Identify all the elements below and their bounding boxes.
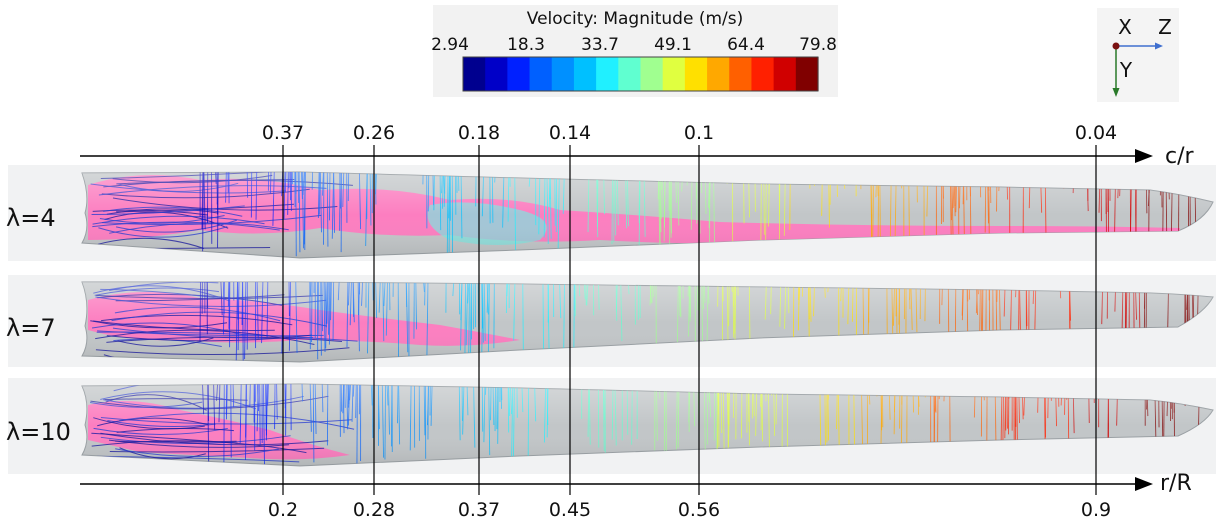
colorbar-tick: 49.1 bbox=[654, 35, 692, 55]
blade-label: λ=10 bbox=[6, 418, 71, 446]
colorbar-band bbox=[474, 57, 486, 91]
colorbar-band bbox=[529, 57, 542, 91]
colorbar-band bbox=[795, 57, 808, 91]
colorbar-tick: 18.3 bbox=[507, 35, 545, 55]
colorbar-band bbox=[496, 57, 508, 91]
top-axis-tick-label: 0.37 bbox=[262, 122, 304, 144]
colorbar-band bbox=[662, 57, 675, 91]
colorbar-tick: 79.8 bbox=[799, 35, 837, 55]
colorbar: Velocity: Magnitude (m/s) 2.94 18.3 33.7… bbox=[431, 5, 838, 97]
bottom-axis: r/R 0.2 0.28 0.37 0.45 0.56 0.9 bbox=[80, 471, 1192, 521]
colorbar-tick: 33.7 bbox=[581, 35, 619, 55]
colorbar-band bbox=[684, 57, 697, 91]
colorbar-band bbox=[651, 57, 664, 91]
axis-triad: X Z Y bbox=[1097, 8, 1179, 102]
colorbar-band bbox=[762, 57, 775, 91]
colorbar-band bbox=[629, 57, 642, 91]
colorbar-band bbox=[751, 57, 764, 91]
colorbar-band bbox=[585, 57, 597, 91]
colorbar-band bbox=[740, 57, 753, 91]
colorbar-tick: 64.4 bbox=[727, 35, 765, 55]
triad-x-label: X bbox=[1118, 15, 1132, 39]
z-axis-arrowhead bbox=[1155, 42, 1163, 50]
bottom-axis-tick-label: 0.56 bbox=[678, 499, 720, 521]
bottom-axis-label: r/R bbox=[1160, 471, 1192, 496]
colorbar-band bbox=[562, 57, 575, 91]
colorbar-band bbox=[806, 57, 819, 91]
colorbar-band bbox=[718, 57, 730, 91]
y-axis-arrowhead bbox=[1112, 88, 1120, 97]
top-axis-tick-label: 0.14 bbox=[549, 122, 591, 144]
top-axis-arrowhead bbox=[1135, 149, 1153, 163]
colorbar-band bbox=[729, 57, 741, 91]
blade-panel-lambda-4: λ=4 bbox=[6, 165, 1216, 261]
bottom-axis-tick-label: 0.9 bbox=[1081, 499, 1111, 521]
colorbar-band bbox=[507, 57, 520, 91]
blade-label: λ=4 bbox=[6, 204, 56, 232]
colorbar-band bbox=[463, 57, 475, 91]
triad-z-label: Z bbox=[1158, 15, 1172, 39]
colorbar-band bbox=[695, 57, 708, 91]
colorbar-band bbox=[707, 57, 719, 91]
blade-panel-lambda-10: λ=10 bbox=[6, 378, 1216, 474]
triad-y-label: Y bbox=[1119, 58, 1133, 82]
top-axis-tick-label: 0.26 bbox=[353, 122, 395, 144]
blade-label: λ=7 bbox=[6, 314, 56, 342]
top-axis-tick-label: 0.1 bbox=[684, 122, 714, 144]
top-axis: c/r 0.37 0.26 0.18 0.14 0.1 0.04 bbox=[80, 122, 1195, 169]
bottom-axis-tick-label: 0.28 bbox=[353, 499, 395, 521]
colorbar-band bbox=[551, 57, 564, 91]
colorbar-frame bbox=[462, 56, 819, 92]
colorbar-band bbox=[485, 57, 497, 91]
blade-panel-lambda-7: λ=7 bbox=[6, 275, 1216, 367]
bottom-axis-tick-label: 0.2 bbox=[268, 499, 298, 521]
colorbar-band bbox=[640, 57, 653, 91]
colorbar-tick: 2.94 bbox=[431, 35, 469, 55]
colorbar-band bbox=[773, 57, 786, 91]
colorbar-title: Velocity: Magnitude (m/s) bbox=[527, 9, 743, 29]
bottom-axis-arrowhead bbox=[1135, 477, 1153, 491]
colorbar-band bbox=[784, 57, 797, 91]
colorbar-band bbox=[540, 57, 553, 91]
colorbar-band bbox=[607, 57, 619, 91]
colorbar-scale bbox=[463, 57, 819, 91]
bottom-axis-tick-label: 0.37 bbox=[458, 499, 500, 521]
top-axis-tick-label: 0.04 bbox=[1075, 122, 1117, 144]
x-axis-dot bbox=[1112, 42, 1120, 50]
top-axis-tick-label: 0.18 bbox=[458, 122, 500, 144]
colorbar-band bbox=[618, 57, 631, 91]
colorbar-band bbox=[518, 57, 531, 91]
top-axis-label: c/r bbox=[1165, 144, 1195, 169]
colorbar-band bbox=[573, 57, 586, 91]
colorbar-band bbox=[596, 57, 608, 91]
bottom-axis-tick-label: 0.45 bbox=[549, 499, 591, 521]
triad-background bbox=[1097, 8, 1179, 102]
station-lines bbox=[282, 145, 1097, 495]
colorbar-band bbox=[673, 57, 686, 91]
